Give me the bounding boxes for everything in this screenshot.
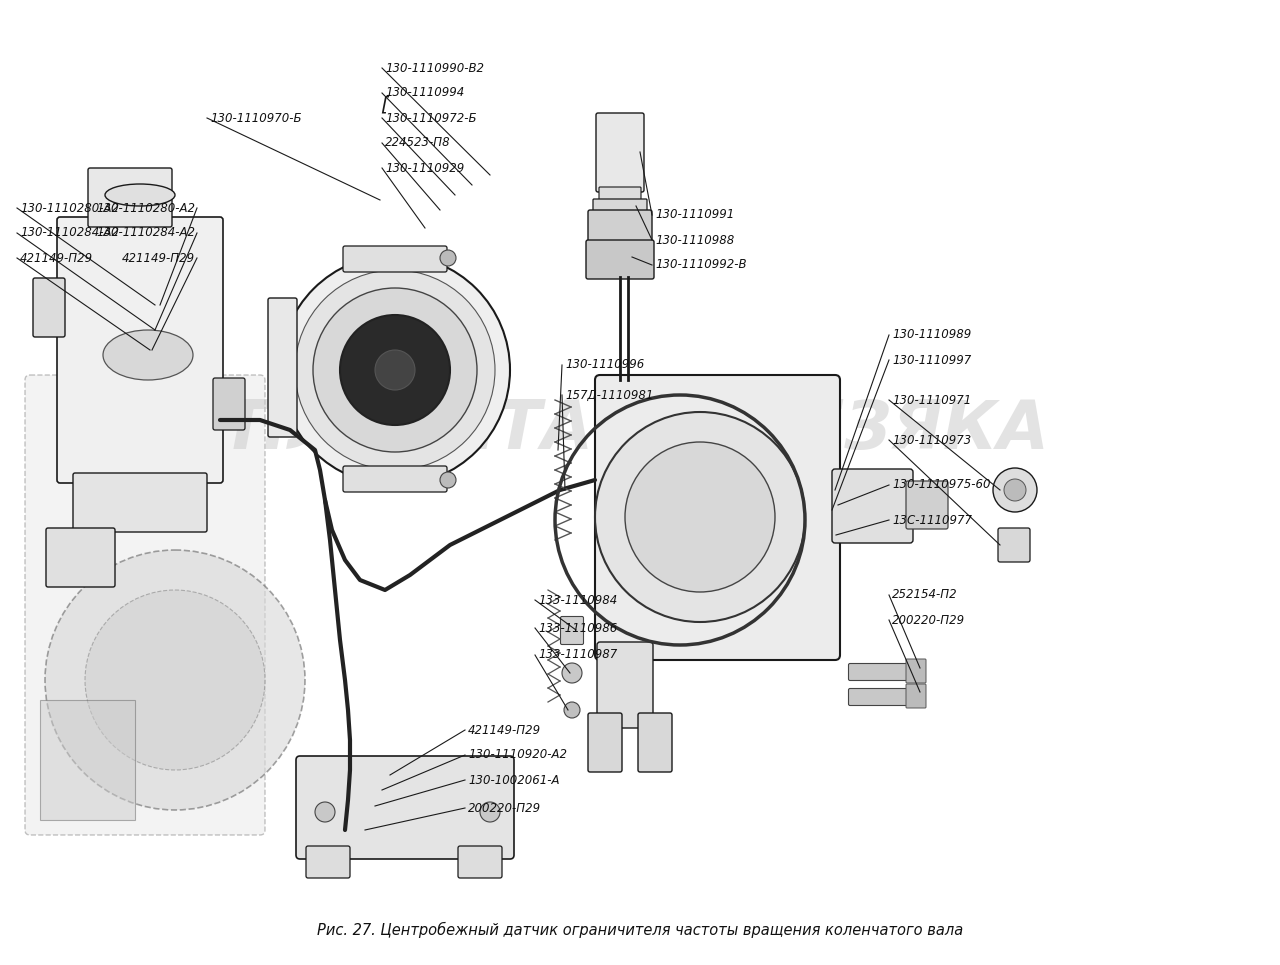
FancyBboxPatch shape [596,113,644,192]
Text: 200220-П29: 200220-П29 [468,802,541,814]
Text: 130-1110994: 130-1110994 [385,87,465,99]
FancyBboxPatch shape [73,473,207,532]
FancyBboxPatch shape [832,469,913,543]
FancyBboxPatch shape [906,481,948,529]
FancyBboxPatch shape [296,756,515,859]
Text: 130-1110992-В: 130-1110992-В [655,259,746,271]
Text: 133-1110986: 133-1110986 [538,621,617,635]
Circle shape [314,288,477,452]
Text: ПЛАНЕТА ЖЕЛЕЗЯКА: ПЛАНЕТА ЖЕЛЕЗЯКА [232,397,1048,463]
Text: 130-1110920-А2: 130-1110920-А2 [468,749,567,761]
FancyBboxPatch shape [268,298,297,437]
Text: 130-1110996: 130-1110996 [564,359,644,372]
Ellipse shape [102,330,193,380]
FancyBboxPatch shape [637,713,672,772]
FancyBboxPatch shape [212,378,244,430]
FancyBboxPatch shape [588,713,622,772]
Circle shape [440,250,456,266]
Text: 130-1110970-Б: 130-1110970-Б [210,112,302,124]
Text: 200220-П29: 200220-П29 [892,614,965,626]
FancyBboxPatch shape [33,278,65,337]
FancyBboxPatch shape [58,217,223,483]
Circle shape [625,442,774,592]
Text: 133-1110984: 133-1110984 [538,593,617,606]
Text: Рис. 27. Центробежный датчик ограничителя частоты вращения коленчатого вала: Рис. 27. Центробежный датчик ограничител… [317,922,963,938]
Text: 421149-П29: 421149-П29 [122,252,195,264]
Text: 157Д-1110981: 157Д-1110981 [564,389,653,401]
Text: [: [ [380,96,388,115]
Circle shape [375,350,415,390]
FancyBboxPatch shape [343,246,447,272]
FancyBboxPatch shape [458,846,502,878]
Circle shape [564,702,580,718]
FancyBboxPatch shape [593,199,646,213]
FancyBboxPatch shape [343,466,447,492]
Text: 130-1110284-А2: 130-1110284-А2 [96,227,195,239]
Text: 130-1110988: 130-1110988 [655,234,735,246]
Circle shape [280,255,509,485]
Text: 130-1110929: 130-1110929 [385,161,465,175]
FancyBboxPatch shape [906,659,925,683]
Circle shape [993,468,1037,512]
Ellipse shape [105,184,175,206]
Text: 130-1110280-А2: 130-1110280-А2 [96,202,195,214]
Text: 130-1110997: 130-1110997 [892,353,972,367]
Text: 130-1110973: 130-1110973 [892,433,972,447]
Circle shape [84,590,265,770]
Text: 130-1110284-А2: 130-1110284-А2 [20,227,119,239]
Text: 130-1110989: 130-1110989 [892,328,972,342]
Circle shape [45,550,305,810]
FancyBboxPatch shape [906,684,925,708]
Circle shape [340,315,451,425]
Circle shape [440,472,456,488]
Text: 252154-П2: 252154-П2 [892,589,957,601]
FancyBboxPatch shape [998,528,1030,562]
Text: 421149-П29: 421149-П29 [20,252,93,264]
FancyBboxPatch shape [599,187,641,201]
Circle shape [294,270,495,470]
Text: 130-1110975-60: 130-1110975-60 [892,479,991,491]
FancyBboxPatch shape [849,688,911,705]
FancyBboxPatch shape [596,642,653,728]
Text: 13С-1110977: 13С-1110977 [892,513,972,527]
Circle shape [480,802,500,822]
FancyBboxPatch shape [26,375,265,835]
Bar [40,700,134,820]
FancyBboxPatch shape [849,664,911,680]
Circle shape [315,802,335,822]
Text: 130-1110990-В2: 130-1110990-В2 [385,62,484,74]
Text: 421149-П29: 421149-П29 [468,724,541,736]
FancyBboxPatch shape [588,210,652,244]
FancyBboxPatch shape [586,240,654,279]
Circle shape [1004,479,1027,501]
FancyBboxPatch shape [88,168,172,227]
FancyBboxPatch shape [46,528,115,587]
Text: 130-1110991: 130-1110991 [655,208,735,222]
Circle shape [562,663,582,683]
Text: 130-1110971: 130-1110971 [892,394,972,406]
FancyBboxPatch shape [306,846,349,878]
Text: 130-1110280-А2: 130-1110280-А2 [20,202,119,214]
Text: 133-1110987: 133-1110987 [538,648,617,661]
Text: 224523-П8: 224523-П8 [385,136,451,150]
Circle shape [595,412,805,622]
FancyBboxPatch shape [561,617,584,645]
Text: 130-1110972-Б: 130-1110972-Б [385,112,476,124]
FancyBboxPatch shape [595,375,840,660]
Text: 130-1002061-А: 130-1002061-А [468,774,559,786]
